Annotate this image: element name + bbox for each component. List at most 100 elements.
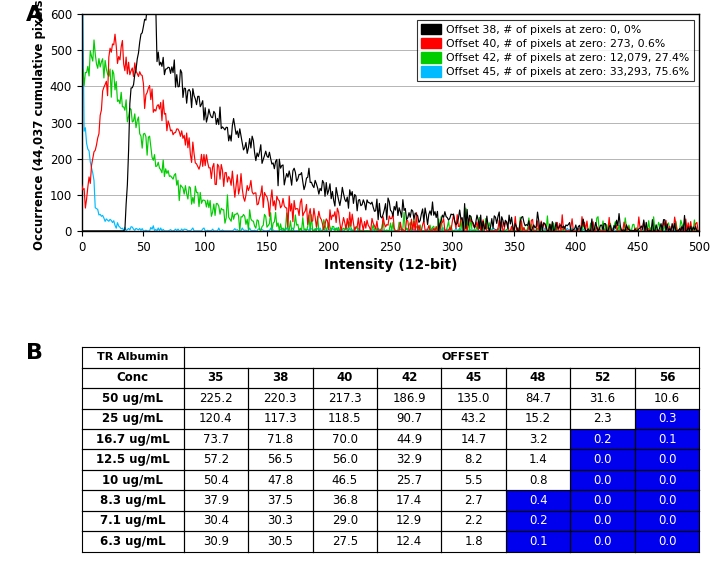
Text: 84.7: 84.7 bbox=[525, 392, 551, 405]
Text: 27.5: 27.5 bbox=[332, 535, 358, 548]
Bar bbox=[506, 429, 570, 450]
Bar bbox=[506, 511, 570, 531]
Text: 0.4: 0.4 bbox=[529, 494, 547, 507]
Bar bbox=[442, 450, 506, 470]
Text: 120.4: 120.4 bbox=[199, 412, 233, 425]
Bar bbox=[506, 490, 570, 511]
Bar bbox=[248, 388, 312, 408]
Text: B: B bbox=[26, 343, 43, 363]
Bar bbox=[312, 531, 377, 551]
Bar bbox=[312, 388, 377, 408]
Text: 0.0: 0.0 bbox=[594, 535, 612, 548]
Bar bbox=[506, 388, 570, 408]
Text: 220.3: 220.3 bbox=[263, 392, 297, 405]
Bar bbox=[570, 470, 635, 490]
Text: 0.0: 0.0 bbox=[594, 515, 612, 528]
Bar bbox=[442, 511, 506, 531]
Text: 135.0: 135.0 bbox=[457, 392, 491, 405]
Text: 45: 45 bbox=[466, 371, 482, 384]
Bar bbox=[184, 490, 248, 511]
Bar bbox=[635, 450, 699, 470]
Text: 30.5: 30.5 bbox=[268, 535, 293, 548]
Text: 37.9: 37.9 bbox=[203, 494, 229, 507]
Bar bbox=[377, 511, 442, 531]
Bar bbox=[506, 368, 570, 388]
Text: 37.5: 37.5 bbox=[267, 494, 293, 507]
Bar bbox=[570, 450, 635, 470]
Bar bbox=[312, 429, 377, 450]
Bar bbox=[377, 450, 442, 470]
Text: 117.3: 117.3 bbox=[263, 412, 297, 425]
Bar bbox=[442, 531, 506, 551]
Text: 15.2: 15.2 bbox=[525, 412, 551, 425]
Text: 217.3: 217.3 bbox=[328, 392, 361, 405]
Text: 0.2: 0.2 bbox=[594, 433, 612, 446]
Text: 10 ug/mL: 10 ug/mL bbox=[102, 473, 163, 486]
Text: 8.2: 8.2 bbox=[464, 453, 483, 466]
Text: 57.2: 57.2 bbox=[203, 453, 229, 466]
Text: 0.0: 0.0 bbox=[658, 535, 677, 548]
Text: 5.5: 5.5 bbox=[464, 473, 483, 486]
Text: 0.3: 0.3 bbox=[658, 412, 677, 425]
Text: 42: 42 bbox=[401, 371, 417, 384]
Text: 71.8: 71.8 bbox=[267, 433, 293, 446]
Bar bbox=[312, 368, 377, 388]
Bar bbox=[442, 490, 506, 511]
Bar bbox=[184, 470, 248, 490]
Text: 50.4: 50.4 bbox=[203, 473, 229, 486]
Text: 12.5 ug/mL: 12.5 ug/mL bbox=[96, 453, 170, 466]
Text: 25.7: 25.7 bbox=[396, 473, 422, 486]
Bar bbox=[184, 368, 248, 388]
Bar bbox=[82, 408, 184, 429]
Text: TR Albumin: TR Albumin bbox=[97, 353, 168, 363]
Bar bbox=[635, 470, 699, 490]
Bar bbox=[377, 408, 442, 429]
Text: 30.4: 30.4 bbox=[203, 515, 229, 528]
Text: 0.0: 0.0 bbox=[594, 494, 612, 507]
Bar bbox=[377, 490, 442, 511]
Bar bbox=[442, 388, 506, 408]
Text: 0.0: 0.0 bbox=[658, 473, 677, 486]
Text: OFFSET: OFFSET bbox=[442, 353, 489, 363]
Bar bbox=[635, 490, 699, 511]
Bar bbox=[570, 490, 635, 511]
Bar bbox=[248, 429, 312, 450]
Text: 0.0: 0.0 bbox=[594, 473, 612, 486]
Bar bbox=[570, 429, 635, 450]
Bar bbox=[82, 347, 184, 368]
Bar bbox=[570, 531, 635, 551]
Text: 12.4: 12.4 bbox=[396, 535, 422, 548]
Text: 50 ug/mL: 50 ug/mL bbox=[102, 392, 163, 405]
Bar bbox=[506, 531, 570, 551]
Text: 38: 38 bbox=[272, 371, 288, 384]
Text: 25 ug/mL: 25 ug/mL bbox=[102, 412, 163, 425]
Text: Conc: Conc bbox=[116, 371, 148, 384]
Bar bbox=[184, 388, 248, 408]
Text: 14.7: 14.7 bbox=[461, 433, 487, 446]
Text: 3.2: 3.2 bbox=[529, 433, 547, 446]
Bar bbox=[82, 490, 184, 511]
Bar bbox=[635, 511, 699, 531]
Bar bbox=[184, 429, 248, 450]
Text: 52: 52 bbox=[594, 371, 611, 384]
Text: 1.8: 1.8 bbox=[464, 535, 483, 548]
Bar bbox=[248, 470, 312, 490]
Text: 0.0: 0.0 bbox=[658, 494, 677, 507]
Bar bbox=[377, 531, 442, 551]
Text: 0.1: 0.1 bbox=[529, 535, 547, 548]
Bar bbox=[184, 450, 248, 470]
Text: 56.5: 56.5 bbox=[267, 453, 293, 466]
Text: 46.5: 46.5 bbox=[332, 473, 358, 486]
Bar bbox=[248, 511, 312, 531]
Bar bbox=[248, 531, 312, 551]
Text: 1.4: 1.4 bbox=[529, 453, 547, 466]
Bar bbox=[506, 470, 570, 490]
Text: 17.4: 17.4 bbox=[396, 494, 422, 507]
Bar bbox=[82, 368, 184, 388]
Bar bbox=[248, 368, 312, 388]
Text: 56.0: 56.0 bbox=[332, 453, 358, 466]
Bar bbox=[377, 388, 442, 408]
Bar bbox=[570, 388, 635, 408]
Bar bbox=[506, 408, 570, 429]
Text: 8.3 ug/mL: 8.3 ug/mL bbox=[100, 494, 165, 507]
